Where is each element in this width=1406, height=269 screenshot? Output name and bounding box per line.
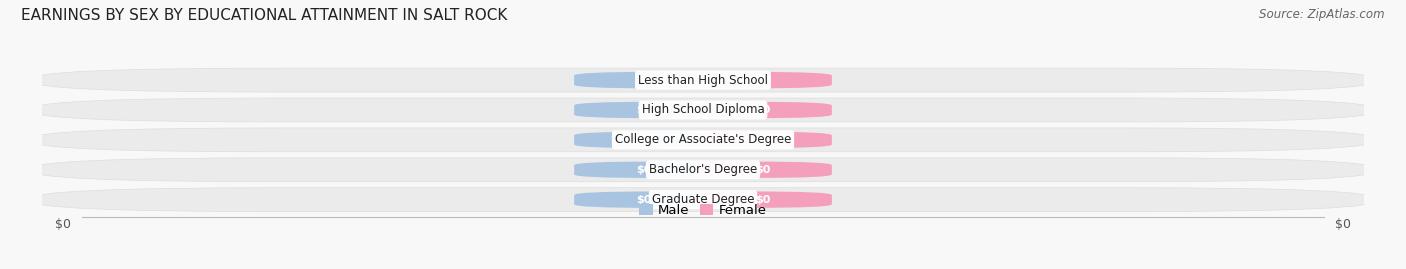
Text: Bachelor's Degree: Bachelor's Degree: [650, 163, 756, 176]
Text: $0: $0: [636, 135, 651, 145]
Legend: Male, Female: Male, Female: [634, 199, 772, 222]
Text: $0: $0: [755, 165, 770, 175]
Text: $0: $0: [636, 105, 651, 115]
FancyBboxPatch shape: [30, 98, 1376, 122]
Text: Source: ZipAtlas.com: Source: ZipAtlas.com: [1260, 8, 1385, 21]
FancyBboxPatch shape: [30, 158, 1376, 182]
FancyBboxPatch shape: [574, 132, 713, 148]
Text: Less than High School: Less than High School: [638, 74, 768, 87]
FancyBboxPatch shape: [574, 192, 713, 208]
FancyBboxPatch shape: [30, 188, 1376, 212]
Text: $0: $0: [755, 195, 770, 205]
Text: $0: $0: [636, 165, 651, 175]
Text: $0: $0: [755, 105, 770, 115]
Text: College or Associate's Degree: College or Associate's Degree: [614, 133, 792, 146]
FancyBboxPatch shape: [693, 162, 832, 178]
FancyBboxPatch shape: [693, 132, 832, 148]
Text: $0: $0: [1334, 218, 1351, 231]
FancyBboxPatch shape: [30, 128, 1376, 152]
Text: $0: $0: [55, 218, 72, 231]
Text: Graduate Degree: Graduate Degree: [652, 193, 754, 206]
FancyBboxPatch shape: [693, 102, 832, 118]
Text: $0: $0: [755, 135, 770, 145]
FancyBboxPatch shape: [574, 102, 713, 118]
FancyBboxPatch shape: [574, 162, 713, 178]
FancyBboxPatch shape: [693, 72, 832, 88]
FancyBboxPatch shape: [30, 68, 1376, 92]
FancyBboxPatch shape: [574, 72, 713, 88]
Text: $0: $0: [636, 75, 651, 85]
Text: $0: $0: [636, 195, 651, 205]
FancyBboxPatch shape: [693, 192, 832, 208]
Text: EARNINGS BY SEX BY EDUCATIONAL ATTAINMENT IN SALT ROCK: EARNINGS BY SEX BY EDUCATIONAL ATTAINMEN…: [21, 8, 508, 23]
Text: High School Diploma: High School Diploma: [641, 104, 765, 116]
Text: $0: $0: [755, 75, 770, 85]
